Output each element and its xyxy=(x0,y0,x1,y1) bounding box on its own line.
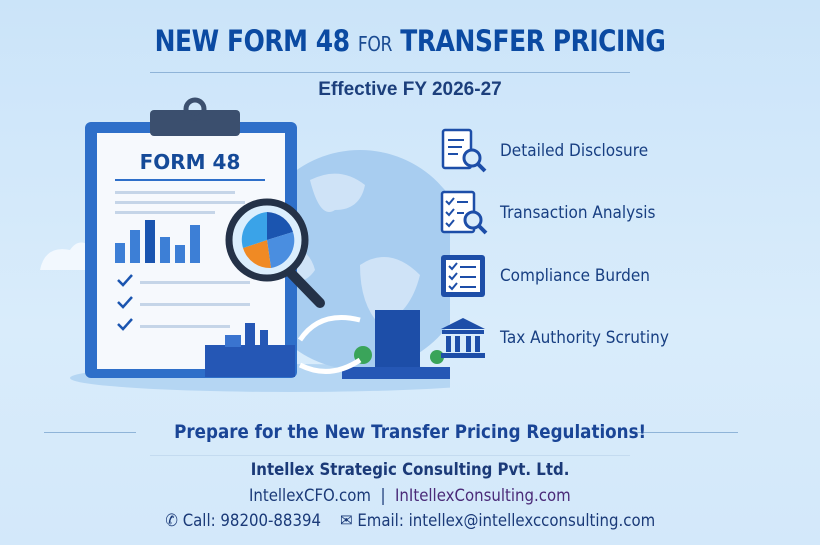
call-link[interactable]: Call: 98200-88394 xyxy=(182,511,321,531)
email-link[interactable]: Email: intellex@intellexcconsulting.com xyxy=(357,511,655,531)
bar-chart-icon xyxy=(115,220,200,263)
clipboard-heading: FORM 48 xyxy=(140,150,241,174)
subtitle: Effective FY 2026-27 xyxy=(318,79,502,100)
feature-label: Transaction Analysis xyxy=(500,203,656,223)
title-connector: FOR xyxy=(357,32,393,56)
company-text: Intellex Strategic Consulting Pvt. Ltd. xyxy=(250,460,570,480)
divider xyxy=(150,455,630,456)
feature-label: Compliance Burden xyxy=(500,266,650,286)
clipboard-clip xyxy=(150,110,240,136)
title-part2: TRANSFER PRICING xyxy=(400,24,666,58)
page-title: NEW FORM 48 FOR TRANSFER PRICING xyxy=(57,24,762,58)
flow-arrows-icon xyxy=(297,315,362,374)
feature-transaction-analysis: Transaction Analysis xyxy=(438,188,673,238)
checklist-icon xyxy=(441,255,485,297)
contact-row: ✆ Call: 98200-88394 ✉ Email: intellex@in… xyxy=(0,511,820,531)
checklist-magnifier-icon xyxy=(440,190,488,235)
form-illustration: FORM 48 xyxy=(40,97,450,392)
websites: IntellexCFO.com | InItellexConsulting.co… xyxy=(0,486,820,506)
separator: | xyxy=(380,486,386,506)
checklist xyxy=(117,274,133,331)
divider xyxy=(44,432,136,433)
phone-icon: ✆ xyxy=(165,511,178,531)
feature-label: Detailed Disclosure xyxy=(500,141,649,161)
cloud-icon xyxy=(40,242,95,270)
globe-continents xyxy=(290,173,420,325)
feature-tax-authority-scrutiny: Tax Authority Scrutiny xyxy=(438,313,688,363)
call-to-action: Prepare for the New Transfer Pricing Reg… xyxy=(0,421,820,443)
site-intellexcfo-link[interactable]: IntellexCFO.com xyxy=(249,486,372,506)
feature-label: Tax Authority Scrutiny xyxy=(500,328,669,348)
divider xyxy=(150,72,630,73)
factory-icon xyxy=(205,323,295,377)
site-intellexconsulting-link[interactable]: InItellexConsulting.com xyxy=(395,486,571,506)
company-name: Intellex Strategic Consulting Pvt. Ltd. xyxy=(0,460,820,480)
document-search-icon xyxy=(441,128,487,173)
government-building-icon xyxy=(441,318,485,358)
office-building-icon xyxy=(342,310,450,379)
feature-compliance-burden: Compliance Burden xyxy=(438,251,667,301)
cta-text: Prepare for the New Transfer Pricing Reg… xyxy=(174,421,646,443)
feature-detailed-disclosure: Detailed Disclosure xyxy=(438,126,665,176)
title-part1: NEW FORM 48 xyxy=(154,24,350,58)
divider xyxy=(630,432,738,433)
magnifier-icon xyxy=(225,198,325,308)
envelope-icon: ✉ xyxy=(339,511,353,531)
